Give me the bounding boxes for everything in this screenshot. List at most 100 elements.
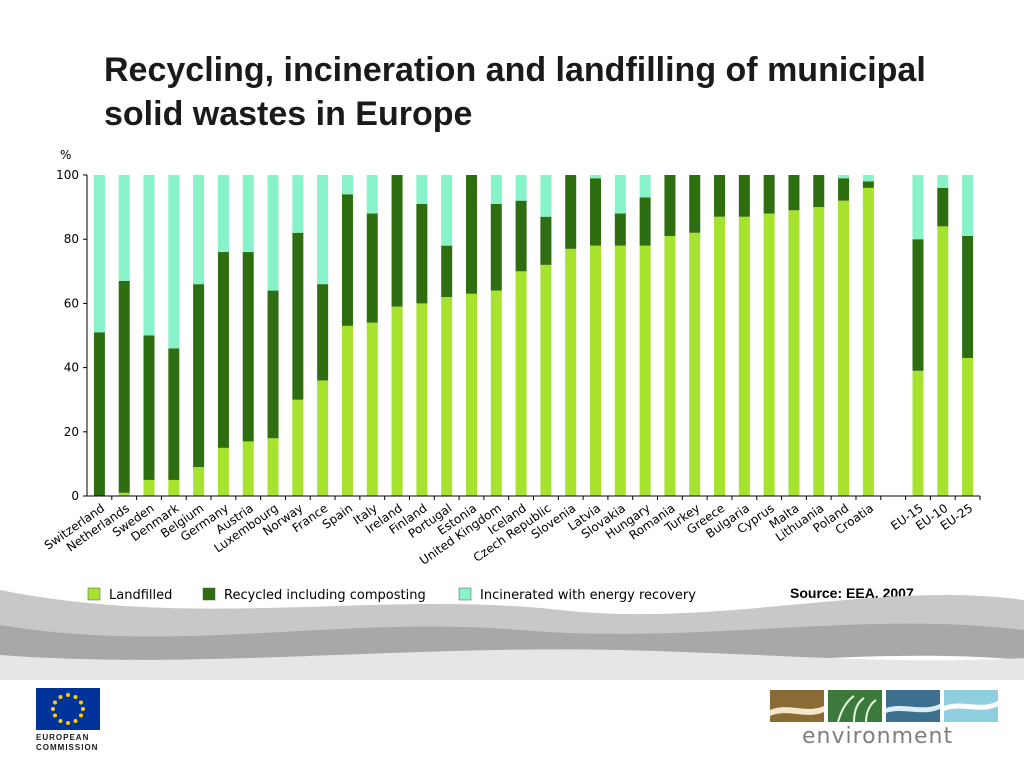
- bar-segment-incinerated: [937, 175, 949, 188]
- bar-segment-incinerated: [193, 175, 205, 285]
- legend-swatch: [87, 587, 101, 601]
- bar-segment-recycled: [813, 175, 825, 208]
- bar-segment-landfilled: [118, 492, 130, 496]
- bar-segment-incinerated: [490, 175, 502, 204]
- bar-segment-landfilled: [738, 216, 750, 497]
- bar-segment-incinerated: [962, 175, 974, 236]
- bar-segment-recycled: [738, 175, 750, 217]
- bar-segment-incinerated: [639, 175, 651, 198]
- y-tick-label: 100: [56, 168, 79, 182]
- bar-segment-landfilled: [193, 467, 205, 496]
- landscape-tile-icon: [770, 690, 824, 722]
- legend-label: Landfilled: [109, 588, 172, 603]
- eu-flag-icon: [36, 688, 100, 730]
- bar-segment-landfilled: [317, 380, 329, 496]
- bar-segment-landfilled: [788, 210, 800, 496]
- stacked-bar-chart: % 0 20 40 60 80 100 SwitzerlandNetherlandsSwe…: [42, 148, 981, 603]
- bar-segment-incinerated: [590, 175, 602, 179]
- y-axis-label: %: [60, 148, 71, 162]
- bar-segment-incinerated: [416, 175, 428, 204]
- bar-segment-landfilled: [590, 245, 602, 496]
- bar-segment-landfilled: [639, 245, 651, 496]
- bar-segment-recycled: [565, 175, 577, 249]
- bar-segment-recycled: [267, 290, 279, 439]
- bar-segment-recycled: [391, 175, 403, 307]
- bar-segment-recycled: [242, 252, 254, 442]
- bar-segment-landfilled: [664, 235, 676, 497]
- bar-segment-incinerated: [540, 175, 552, 217]
- bar-segment-recycled: [714, 175, 726, 217]
- bar-segment-landfilled: [292, 399, 304, 496]
- bar-segment-landfilled: [217, 447, 229, 496]
- bar-segment-landfilled: [937, 226, 949, 497]
- bar-segment-recycled: [143, 335, 155, 480]
- bar-segment-landfilled: [391, 306, 403, 496]
- bar-segment-incinerated: [118, 175, 130, 281]
- bar-segment-landfilled: [714, 216, 726, 497]
- bar-segment-recycled: [317, 284, 329, 381]
- ec-text-line2: COMMISSION: [36, 743, 99, 752]
- y-tick-label: 40: [64, 361, 79, 375]
- legend-label: Incinerated with energy recovery: [480, 588, 696, 603]
- bar-segment-incinerated: [515, 175, 527, 201]
- bar-segment-recycled: [590, 178, 602, 246]
- bar-segment-landfilled: [515, 271, 527, 496]
- y-axis: 0 20 40 60 80 100: [56, 168, 88, 503]
- y-tick-label: 60: [64, 296, 79, 310]
- bar-segment-recycled: [862, 181, 874, 188]
- bar-segment-incinerated: [242, 175, 254, 253]
- bar-segment-incinerated: [614, 175, 626, 214]
- plants-tile-icon: [828, 690, 882, 722]
- bar-segment-recycled: [217, 252, 229, 448]
- bars-group: [93, 175, 974, 497]
- bar-segment-landfilled: [490, 290, 502, 496]
- bar-segment-landfilled: [565, 248, 577, 496]
- y-tick-label: 20: [64, 425, 79, 439]
- bar-segment-recycled: [962, 235, 974, 358]
- bar-segment-recycled: [93, 332, 105, 496]
- bar-segment-landfilled: [168, 479, 180, 496]
- bar-segment-landfilled: [813, 207, 825, 496]
- sky-tile-icon: [944, 690, 998, 722]
- bar-segment-incinerated: [168, 175, 180, 349]
- bar-segment-landfilled: [912, 370, 924, 496]
- legend-label: Recycled including composting: [224, 588, 426, 603]
- y-tick-label: 0: [71, 489, 79, 503]
- bar-segment-recycled: [341, 194, 353, 326]
- bar-segment-landfilled: [862, 187, 874, 496]
- bar-segment-landfilled: [143, 479, 155, 496]
- bar-segment-incinerated: [366, 175, 378, 214]
- x-axis: SwitzerlandNetherlandsSwedenDenmarkBelgi…: [42, 495, 981, 568]
- bar-segment-recycled: [416, 203, 428, 304]
- bar-segment-recycled: [763, 175, 775, 214]
- environment-logo: environment: [770, 690, 1000, 749]
- bar-segment-landfilled: [441, 296, 453, 496]
- bar-segment-incinerated: [292, 175, 304, 233]
- bar-segment-recycled: [689, 175, 701, 233]
- bar-segment-recycled: [639, 197, 651, 246]
- environment-wordmark: environment: [802, 724, 954, 749]
- bar-segment-incinerated: [267, 175, 279, 291]
- bar-segment-recycled: [168, 348, 180, 480]
- y-tick-label: 80: [64, 232, 79, 246]
- bar-segment-incinerated: [441, 175, 453, 246]
- bar-segment-recycled: [540, 216, 552, 265]
- bar-segment-landfilled: [763, 213, 775, 496]
- bar-segment-recycled: [912, 239, 924, 371]
- ec-text-line1: EUROPEAN: [36, 733, 90, 742]
- bar-segment-recycled: [490, 203, 502, 291]
- bar-segment-incinerated: [862, 175, 874, 182]
- legend-swatch: [458, 587, 472, 601]
- bar-segment-landfilled: [540, 264, 552, 496]
- bar-segment-landfilled: [962, 357, 974, 496]
- bar-segment-recycled: [465, 175, 477, 294]
- bar-segment-recycled: [292, 232, 304, 400]
- bar-segment-recycled: [515, 200, 527, 272]
- water-tile-icon: [886, 690, 940, 722]
- bar-segment-incinerated: [93, 175, 105, 333]
- bar-segment-landfilled: [341, 325, 353, 496]
- bar-segment-landfilled: [416, 303, 428, 496]
- bar-segment-landfilled: [267, 438, 279, 496]
- european-commission-logo: EUROPEAN COMMISSION: [36, 688, 106, 753]
- bar-segment-recycled: [366, 213, 378, 323]
